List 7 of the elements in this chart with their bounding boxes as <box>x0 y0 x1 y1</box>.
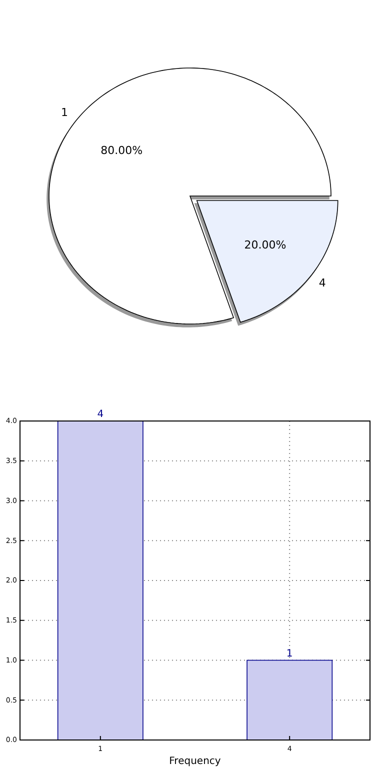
data-label: 1 <box>286 648 293 660</box>
slice-label: 4 <box>318 276 326 290</box>
data-label: 80.00% <box>100 144 143 157</box>
data-label: 4 <box>97 409 104 420</box>
data-label: 20.00% <box>244 238 286 252</box>
x-axis-title: Frequency <box>169 756 221 767</box>
slice-label: 1 <box>61 106 68 120</box>
